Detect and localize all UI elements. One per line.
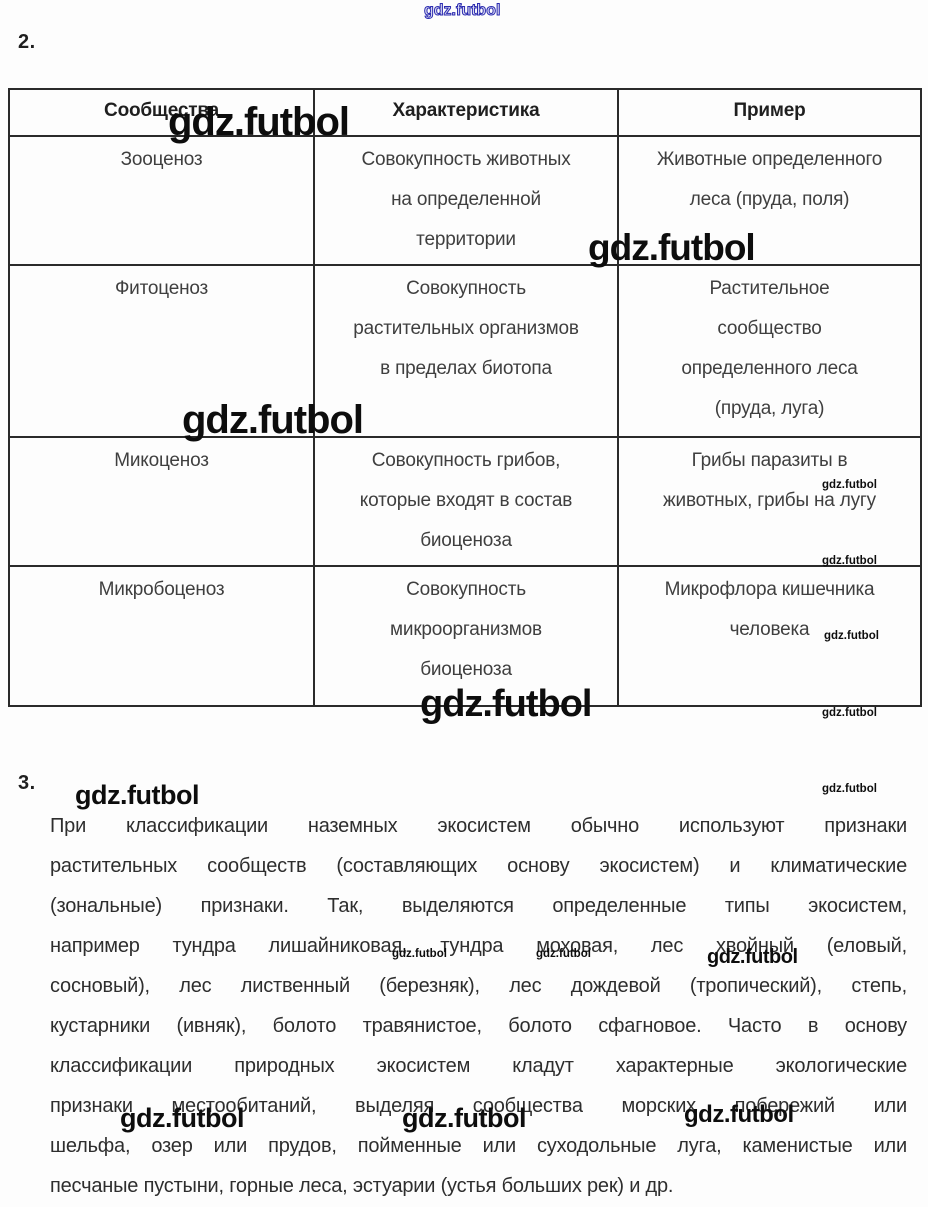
watermark: gdz.futbol bbox=[707, 946, 798, 968]
paragraph-last-line: песчаные пустыни, горные леса, эстуарии … bbox=[50, 1175, 674, 1197]
watermark: gdz.futbol bbox=[182, 398, 364, 442]
watermark: gdz.futbol bbox=[420, 683, 592, 725]
watermark-top-blue: gdz.futbol bbox=[423, 2, 501, 19]
table-header-row: Сообщества Характеристика Пример bbox=[8, 88, 922, 137]
watermark: gdz.futbol bbox=[822, 707, 877, 719]
table-row-zoocenosis: Зооценоз Совокупность животных на опреде… bbox=[8, 135, 922, 266]
watermark: gdz.futbol bbox=[75, 780, 199, 810]
watermark: gdz.futbol bbox=[392, 948, 447, 960]
watermark: gdz.futbol bbox=[168, 100, 350, 144]
watermark: gdz.futbol bbox=[824, 630, 879, 642]
paragraph-justified-lines: При классификации наземных экосистем обы… bbox=[50, 815, 907, 1157]
cell-example: Грибы паразиты в животных, грибы на лугу bbox=[617, 436, 922, 567]
watermark: gdz.futbol bbox=[536, 948, 591, 960]
column-header-characteristic: Характеристика bbox=[313, 88, 619, 137]
watermark: gdz.futbol bbox=[684, 1101, 794, 1128]
cell-community: Зооценоз bbox=[8, 135, 315, 266]
communities-table: Сообщества Характеристика Пример Зооцено… bbox=[8, 88, 922, 707]
watermark: gdz.futbol bbox=[822, 783, 877, 795]
cell-characteristic: Совокупность микроорганизмов биоценоза bbox=[313, 565, 619, 707]
question-3-label: 3. bbox=[18, 772, 36, 794]
answer-paragraph: При классификации наземных экосистем обы… bbox=[50, 806, 907, 1206]
cell-characteristic: Совокупность растительных организмов в п… bbox=[313, 264, 619, 438]
watermark: gdz.futbol bbox=[402, 1103, 526, 1133]
cell-characteristic: Совокупность животных на определенной те… bbox=[313, 135, 619, 266]
cell-characteristic: Совокупность грибов, которые входят в со… bbox=[313, 436, 619, 567]
table-row-phytocenosis: Фитоценоз Совокупность растительных орга… bbox=[8, 264, 922, 438]
column-header-example: Пример bbox=[617, 88, 922, 137]
table-row-mycocenosis: Микоценоз Совокупность грибов, которые в… bbox=[8, 436, 922, 567]
question-2-label: 2. bbox=[18, 31, 36, 53]
cell-community: Микробоценоз bbox=[8, 565, 315, 707]
cell-community: Микоценоз bbox=[8, 436, 315, 567]
watermark: gdz.futbol bbox=[588, 227, 756, 268]
cell-example: Микрофлора кишечника человека bbox=[617, 565, 922, 707]
cell-example: Животные определенного леса (пруда, поля… bbox=[617, 135, 922, 266]
table-row-microbocenosis: Микробоценоз Совокупность микроорганизмо… bbox=[8, 565, 922, 707]
watermark: gdz.futbol bbox=[822, 479, 877, 491]
column-header-communities: Сообщества bbox=[8, 88, 315, 137]
watermark: gdz.futbol bbox=[822, 555, 877, 567]
cell-example: Растительное сообщество определенного ле… bbox=[617, 264, 922, 438]
watermark: gdz.futbol bbox=[120, 1103, 244, 1133]
cell-community: Фитоценоз bbox=[8, 264, 315, 438]
